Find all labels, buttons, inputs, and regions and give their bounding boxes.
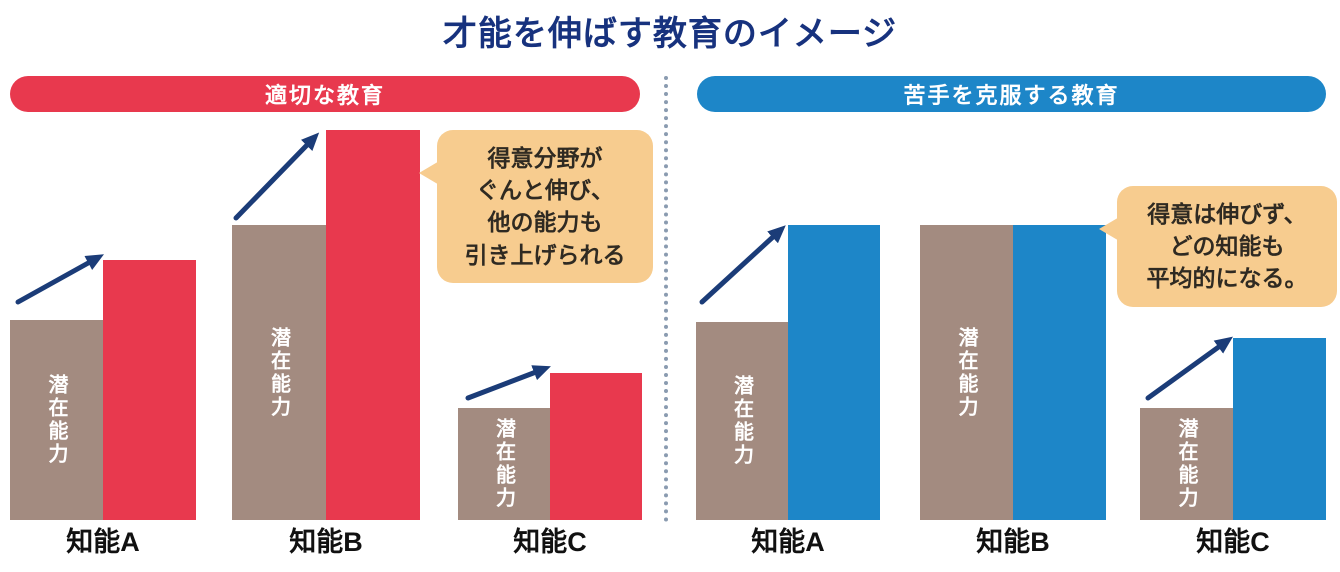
potential-bar-label: 潜在能力 [955,326,977,419]
result-bar [103,260,196,520]
speech-bubble-line: 他の能力も [487,209,603,236]
category-label: 知能B [289,527,363,557]
bar-group-right-a: 潜在能力 知能A [696,225,880,560]
page-title: 才能を伸ばす教育のイメージ [442,15,898,53]
speech-bubble-line: 引き上げられる [464,241,626,268]
speech-bubble-line: ぐんと伸び、 [476,177,614,204]
result-bar [550,373,642,520]
speech-bubble-line: 得意は伸びず、 [1147,201,1307,227]
bar-group-right-c: 潜在能力 知能C [1140,338,1326,560]
growth-arrow [465,365,551,401]
result-bar [1233,338,1326,520]
potential-bar: 潜在能力 [232,225,326,520]
speech-bubble-tail [419,160,441,186]
potential-bar-label: 潜在能力 [267,326,290,419]
speech-bubble-tail [1099,216,1121,242]
category-label: 知能C [1196,527,1270,557]
left-panel-header: 適切な教育 [10,76,640,112]
potential-bar: 潜在能力 [920,225,1013,520]
category-label: 知能A [66,527,140,557]
result-bar [788,225,880,520]
result-bar [1013,225,1106,520]
growth-arrow [1145,336,1233,401]
potential-bar: 潜在能力 [458,408,550,520]
potential-bar-label: 潜在能力 [1175,418,1197,510]
category-label: 知能A [751,527,825,557]
potential-bar-label: 潜在能力 [45,374,67,466]
speech-bubble-line: 得意分野が [487,145,603,171]
speech-bubble-line: 平均的になる。 [1146,265,1308,292]
bar-group-right-b: 潜在能力 知能B [920,225,1106,560]
growth-arrow [15,254,104,305]
speech-bubble-left: 得意分野が ぐんと伸び、 他の能力も 引き上げられる [419,130,653,283]
potential-bar: 潜在能力 [1140,408,1233,520]
bar-group-left-a: 潜在能力 知能A [10,260,196,560]
growth-arrow [233,132,320,221]
bar-group-left-c: 潜在能力 知能C [458,373,642,560]
result-bar [326,130,420,520]
speech-bubble-line: どの知能も [1169,233,1285,260]
potential-bar: 潜在能力 [696,322,788,520]
right-panel-header: 苦手を克服する教育 [697,76,1326,112]
bar-group-left-b: 潜在能力 知能B [232,130,420,560]
category-label: 知能C [513,527,587,557]
growth-arrow [699,225,786,305]
speech-bubble-right: 得意は伸びず、 どの知能も 平均的になる。 [1099,186,1337,307]
potential-bar-label: 潜在能力 [492,418,515,510]
potential-bar-label: 潜在能力 [730,375,753,467]
category-label: 知能B [976,527,1050,557]
potential-bar: 潜在能力 [10,320,103,520]
panel-divider [664,76,668,522]
